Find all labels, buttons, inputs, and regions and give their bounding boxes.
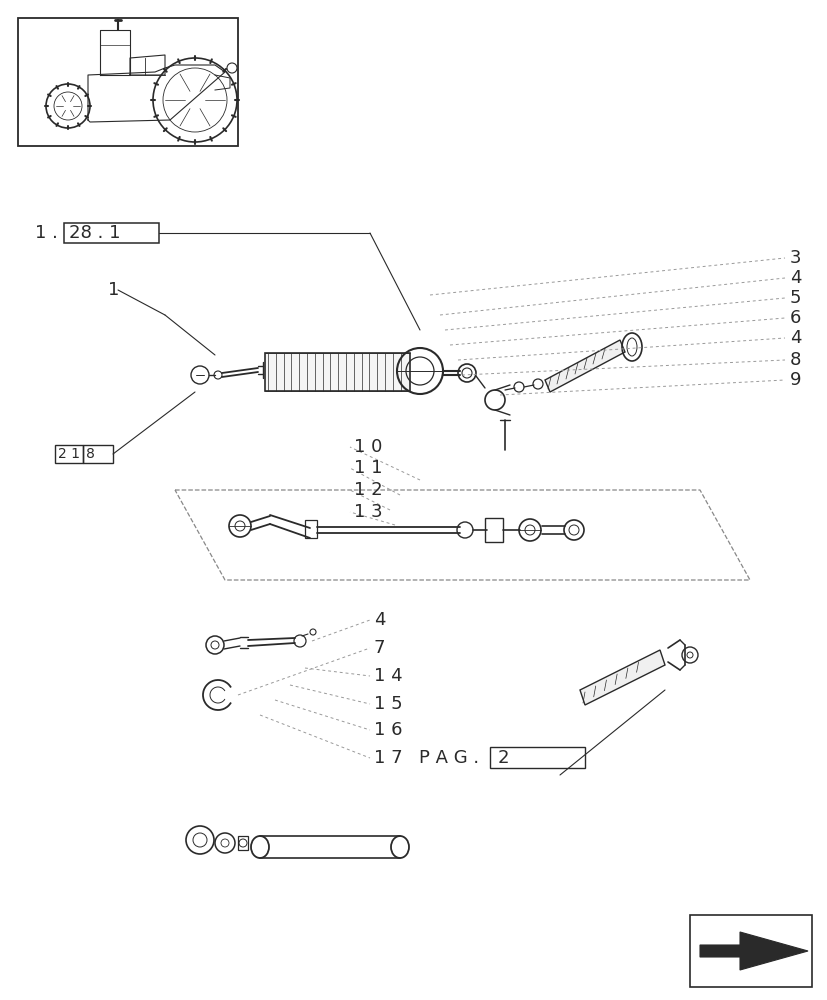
- Bar: [265, 353, 409, 391]
- Text: 6: 6: [789, 309, 801, 327]
- Text: 1 3: 1 3: [354, 503, 382, 521]
- Bar: [490, 747, 585, 768]
- Text: 9: 9: [789, 371, 801, 389]
- Polygon shape: [544, 340, 624, 392]
- Text: 28 . 1: 28 . 1: [69, 224, 121, 242]
- Bar: [83, 445, 112, 463]
- Text: 1 .: 1 .: [35, 224, 58, 242]
- Text: 8: 8: [86, 447, 95, 461]
- Text: 1: 1: [108, 281, 119, 299]
- Bar: [689, 915, 811, 987]
- Text: 8: 8: [789, 351, 801, 369]
- Text: 4: 4: [789, 269, 801, 287]
- Text: 2: 2: [497, 749, 509, 767]
- Text: P A G .: P A G .: [418, 749, 479, 767]
- Text: 1 0: 1 0: [354, 438, 382, 456]
- Text: 5: 5: [789, 289, 801, 307]
- Bar: [237, 836, 248, 850]
- Text: 3: 3: [789, 249, 801, 267]
- Text: 1 4: 1 4: [374, 667, 402, 685]
- Text: 4: 4: [789, 329, 801, 347]
- Polygon shape: [579, 650, 664, 705]
- Text: 1 5: 1 5: [374, 695, 402, 713]
- Text: 2 1: 2 1: [58, 447, 80, 461]
- Text: 4: 4: [374, 611, 385, 629]
- Text: 1 2: 1 2: [354, 481, 382, 499]
- Bar: [64, 223, 159, 243]
- Polygon shape: [699, 932, 807, 970]
- Bar: [304, 520, 317, 538]
- Text: 1 1: 1 1: [354, 459, 382, 477]
- Text: 1 6: 1 6: [374, 721, 402, 739]
- Bar: [18, 18, 237, 146]
- Bar: [55, 445, 83, 463]
- Text: 1 7: 1 7: [374, 749, 402, 767]
- Bar: [485, 518, 502, 542]
- Text: 7: 7: [374, 639, 385, 657]
